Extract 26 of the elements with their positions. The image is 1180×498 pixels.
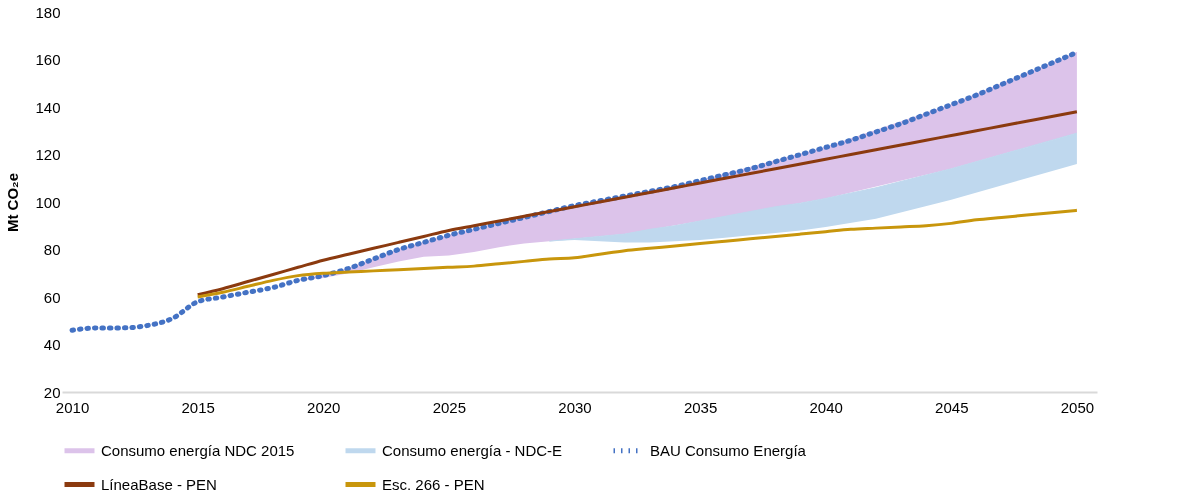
x-tick-label: 2035	[683, 398, 718, 416]
y-tick-label: 100	[35, 193, 61, 211]
line-series	[196, 110, 1079, 297]
x-tick-label: 2045	[935, 398, 969, 416]
y-tick-label: 40	[43, 336, 61, 353]
legend-label: BAU Consumo Energía	[650, 441, 807, 459]
y-tick-label: 140	[35, 98, 61, 116]
y-tick-label: 120	[35, 146, 61, 163]
legend-label: Consumo energía - NDC-E	[382, 441, 563, 459]
y-tick-label: 160	[35, 51, 61, 68]
x-tick-label: 2025	[432, 398, 467, 416]
x-tick-label: 2015	[181, 398, 215, 416]
x-tick-label: 2050	[1060, 398, 1095, 416]
y-tick-label: 20	[43, 383, 61, 401]
y-tick-label: 180	[35, 3, 61, 21]
legend-label: LíneaBase - PEN	[101, 475, 217, 493]
y-axis-title: Mt CO₂e	[4, 172, 22, 233]
legend-label: Consumo energía NDC 2015	[101, 441, 295, 459]
x-tick-label: 2030	[558, 398, 592, 416]
x-tick-label: 2040	[809, 398, 843, 416]
x-tick-label: 2020	[307, 398, 341, 416]
y-tick-label: 60	[43, 288, 61, 306]
y-tick-label: 80	[43, 241, 61, 258]
line-series	[196, 208, 1079, 299]
x-tick-label: 2010	[55, 398, 90, 416]
legend-label: Esc. 266 - PEN	[382, 475, 485, 493]
